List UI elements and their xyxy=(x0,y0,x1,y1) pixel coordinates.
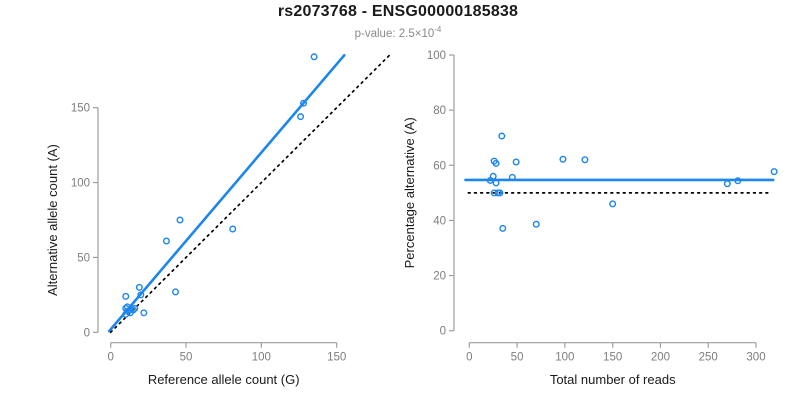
y-tick-label: 150 xyxy=(71,103,90,115)
y-tick-label: 80 xyxy=(433,105,446,117)
data-point xyxy=(486,176,494,184)
data-point xyxy=(171,288,179,296)
data-point xyxy=(498,132,506,140)
p-value-exponent: -4 xyxy=(434,25,442,34)
x-tick-label: 250 xyxy=(699,352,718,364)
y-axis-title: Percentage alternative (A) xyxy=(402,117,417,268)
x-axis-title: Total number of reads xyxy=(550,372,676,387)
data-point xyxy=(122,292,130,300)
y-tick-label: 50 xyxy=(77,252,90,264)
p-value-times-sign: × xyxy=(414,27,422,40)
data-point xyxy=(131,304,139,312)
x-tick-label: 0 xyxy=(107,352,113,364)
y-tick-label: 20 xyxy=(433,271,446,283)
x-tick-label: 0 xyxy=(466,352,472,364)
p-value-prefix: p-value: xyxy=(354,27,399,40)
data-point xyxy=(559,155,567,163)
p-value-base: 10 xyxy=(421,27,435,40)
data-point xyxy=(499,224,507,232)
data-point xyxy=(609,200,617,208)
data-point xyxy=(532,220,540,228)
x-tick-label: 50 xyxy=(511,352,524,364)
figure-subtitle: p-value: 2.5×10-4 xyxy=(0,25,796,40)
x-tick-label: 150 xyxy=(603,352,622,364)
data-point xyxy=(297,113,305,121)
x-tick-label: 150 xyxy=(327,352,346,364)
y-tick-label: 40 xyxy=(433,215,446,227)
left-scatter-plot: 0 50 100 150 0 50 100 150 Reference allele count… xyxy=(45,53,391,387)
identity-line xyxy=(109,54,391,334)
data-point xyxy=(229,225,237,233)
x-tick-label: 50 xyxy=(180,352,193,364)
data-point xyxy=(496,189,504,197)
data-point xyxy=(176,216,184,224)
p-value-mantissa: 2.5 xyxy=(398,27,415,40)
x-axis-title: Reference allele count (G) xyxy=(148,372,300,387)
data-point xyxy=(137,291,145,299)
data-point xyxy=(512,158,520,166)
regression-line xyxy=(107,53,346,333)
data-point xyxy=(310,53,318,61)
data-point xyxy=(581,156,589,164)
x-tick-label: 100 xyxy=(555,352,574,364)
data-point xyxy=(162,237,170,245)
y-tick-label: 100 xyxy=(71,178,90,190)
data-point xyxy=(300,99,308,107)
data-point xyxy=(135,283,143,291)
figure-title: rs2073768 - ENSG00000185838 xyxy=(277,3,519,20)
y-tick-label: 60 xyxy=(433,160,446,172)
data-point xyxy=(492,159,500,167)
data-point xyxy=(723,180,731,188)
data-point xyxy=(129,306,137,314)
data-point xyxy=(140,309,148,317)
x-tick-label: 300 xyxy=(746,352,765,364)
x-tick-label: 100 xyxy=(252,352,271,364)
data-point xyxy=(492,179,500,187)
y-axis-title: Alternative allele count (A) xyxy=(45,144,60,296)
data-point xyxy=(508,173,516,181)
data-point xyxy=(770,168,778,176)
y-tick-label: 100 xyxy=(427,50,446,62)
y-tick-label: 0 xyxy=(84,327,90,339)
data-point xyxy=(734,177,742,185)
right-scatter-plot: 0 20 40 60 80 100 0 50 100 150 200 250 300 Total numb… xyxy=(402,50,778,387)
x-tick-label: 200 xyxy=(651,352,670,364)
y-tick-label: 0 xyxy=(440,326,446,338)
